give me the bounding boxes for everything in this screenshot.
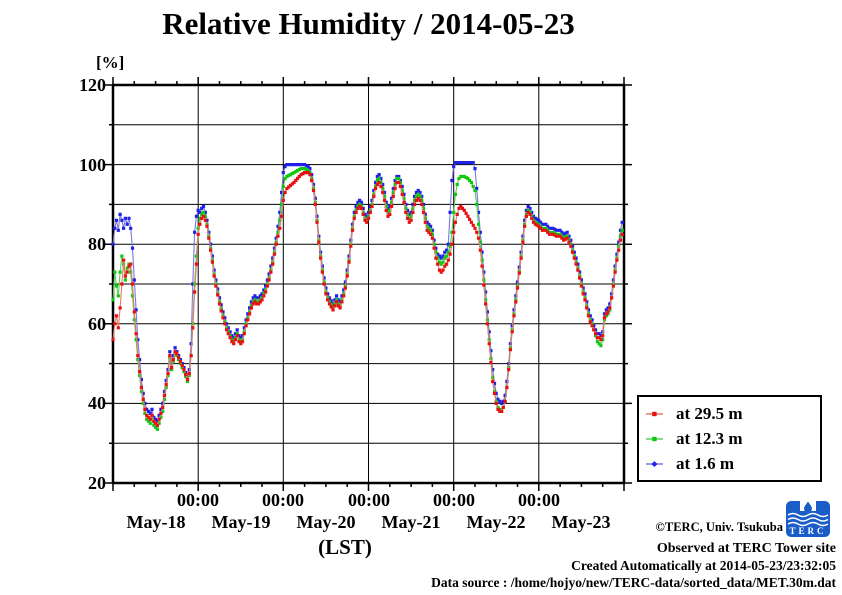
x-day-label: May-19 <box>211 512 271 532</box>
observed-text: Observed at TERC Tower site <box>656 541 836 556</box>
legend-marker-green-icon <box>646 436 663 442</box>
created-text: Created Automatically at 2014-05-23/23:3… <box>571 558 836 573</box>
x-time-label: 00:00 <box>518 490 560 510</box>
legend-label-12.3m: at 12.3 m <box>676 429 743 448</box>
copyright-text: ©TERC, Univ. Tsukuba <box>655 520 783 534</box>
legend: at 29.5 m at 12.3 m at 1.6 m <box>637 395 822 482</box>
y-tick-label: 120 <box>79 75 106 95</box>
legend-item-1.6m: at 1.6 m <box>646 451 814 476</box>
legend-item-12.3m: at 12.3 m <box>646 427 814 452</box>
legend-label-29.5m: at 29.5 m <box>676 404 743 424</box>
x-time-label: 00:00 <box>433 490 475 510</box>
x-axis-title: (LST) <box>318 535 372 559</box>
y-tick-label: 80 <box>88 234 106 254</box>
datasource-text: Data source : /home/hojyo/new/TERC-data/… <box>431 575 836 590</box>
y-tick-label: 20 <box>88 473 106 493</box>
x-day-label: May-23 <box>551 512 611 532</box>
terc-logo-text: TERC <box>789 526 826 536</box>
legend-label-1.6m: at 1.6 m <box>676 453 735 473</box>
x-time-label: 00:00 <box>348 490 390 510</box>
x-day-label: May-22 <box>466 512 526 532</box>
y-tick-label: 40 <box>88 393 106 413</box>
legend-item-29.5m: at 29.5 m <box>646 402 814 427</box>
terc-logo: TERC <box>786 501 830 537</box>
x-day-label: May-18 <box>126 512 186 532</box>
chart-title: Relative Humidity / 2014-05-23 <box>162 6 575 41</box>
y-tick-label: 100 <box>79 155 106 175</box>
x-time-label: 00:00 <box>177 490 219 510</box>
legend-marker-blue-icon <box>646 460 663 467</box>
y-tick-label: 60 <box>88 314 106 334</box>
x-day-label: May-20 <box>296 512 356 532</box>
x-day-label: May-21 <box>381 512 441 532</box>
y-axis-unit-label: [%] <box>96 53 125 72</box>
x-time-label: 00:00 <box>262 490 304 510</box>
legend-marker-red-icon <box>646 412 663 417</box>
